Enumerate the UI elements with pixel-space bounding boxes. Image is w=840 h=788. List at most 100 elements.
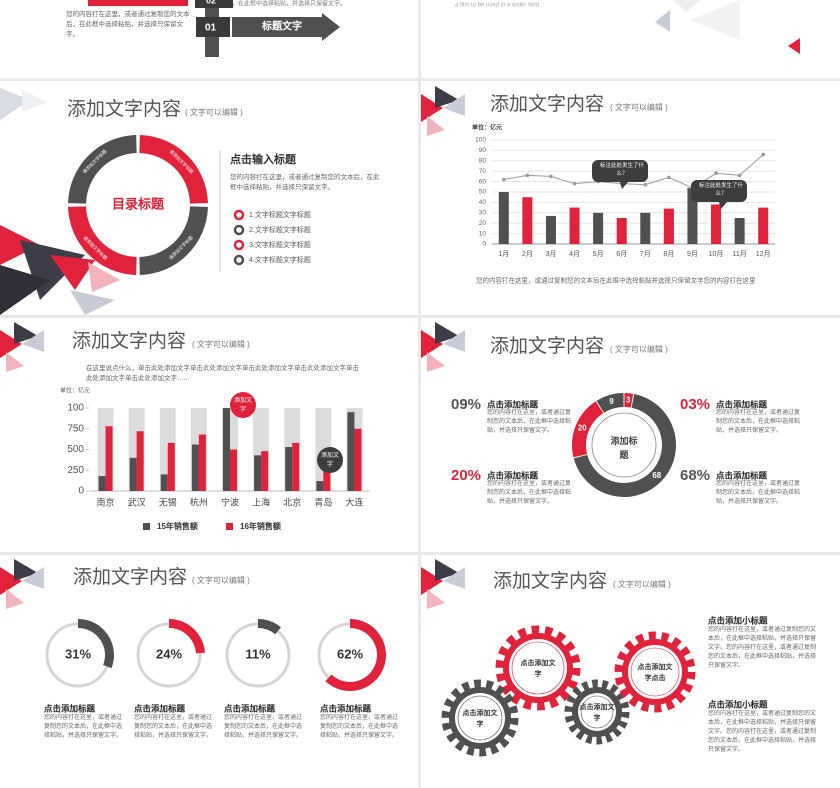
decor-triangle xyxy=(14,559,38,581)
segment-label: 3 xyxy=(626,395,631,404)
red-arrow xyxy=(88,0,188,6)
gear-teeth xyxy=(495,625,581,711)
decor-triangle xyxy=(22,90,48,112)
x-tick-label: 无锡 xyxy=(159,497,177,507)
heading: 点击输入标题 xyxy=(230,152,297,166)
gear-inner-ring xyxy=(511,641,565,695)
ring-value xyxy=(258,619,281,635)
bar xyxy=(160,474,168,491)
decor-triangle xyxy=(0,88,30,120)
heading: 点击添加小标题 xyxy=(708,699,768,709)
bar xyxy=(545,215,556,244)
y-tick-label: 20 xyxy=(479,220,487,227)
text-block-frame: 您的内容打在这里，或者通过复制您的文本后，在此框中选择粘贴，并选择只保留文字。 xyxy=(230,174,380,191)
decor-triangle xyxy=(0,330,22,358)
decor-triangle xyxy=(655,10,670,32)
heading: 点击添加小标题 xyxy=(708,615,768,625)
y-tick-label: 10 xyxy=(479,230,487,237)
center-title: 目录标题 xyxy=(112,196,165,211)
callout-text: 标注此处发生了什么？ xyxy=(599,163,644,178)
line-point xyxy=(572,181,577,186)
inner-ring xyxy=(591,412,657,478)
heading: 点击添加标题 xyxy=(716,470,768,480)
body-text: 您的内容打在这里，或者通过复制您的文本后，在此框中选择粘贴，并选择只保留文字。 xyxy=(487,481,572,505)
bar xyxy=(316,481,324,491)
percent-label: 03% xyxy=(680,396,710,413)
y-tick-label: 80 xyxy=(479,158,487,165)
decor-triangle xyxy=(788,38,800,54)
bar xyxy=(354,428,362,491)
line-point xyxy=(737,173,742,178)
ring-segment xyxy=(68,135,137,204)
text-block-frame: 添加标题 xyxy=(610,436,637,460)
bullet xyxy=(233,254,245,266)
text-block-frame: 标注此处发生了什么？ xyxy=(599,163,644,178)
text-block-frame: 您的内容打在这里，或者通过复制您的文本后，在此框中选择粘贴，并选择只保留文字。 xyxy=(134,715,213,739)
line-point xyxy=(525,173,530,178)
x-tick-label: 宁波 xyxy=(221,496,239,507)
decor-triangle xyxy=(70,290,115,315)
decor-triangle xyxy=(443,567,465,589)
heading: 点击添加标题 xyxy=(224,703,276,713)
percent-label: 68% xyxy=(680,467,710,484)
legend-swatch xyxy=(143,523,150,530)
decor-triangle xyxy=(50,255,95,290)
body-text: 您的内容打在这里，或者通过复制您的文本后，在此框中选择粘贴，并选择只保留文字。 xyxy=(44,715,123,739)
heading: 点击添加标题 xyxy=(320,703,372,713)
x-tick-label: 大连 xyxy=(345,496,363,507)
y-tick-label: 100 xyxy=(67,403,84,414)
slide-subtitle: ( 文字可以编辑 ) xyxy=(610,102,668,112)
gear-face xyxy=(509,639,567,697)
gear-label: 点击添加文字 xyxy=(520,660,556,678)
decor-triangle xyxy=(0,225,40,265)
slide-subtitle: ( 文字可以编辑 ) xyxy=(610,344,668,354)
text-block-frame: 您的内容打在这里，或者通过复制您的文本后，在此框中选择粘贴，并选择只保留文字。 xyxy=(66,11,190,38)
y-tick-label: 60 xyxy=(479,178,487,185)
decor-triangle xyxy=(22,567,44,589)
decor-triangle xyxy=(88,262,120,292)
y-tick-label: 250 xyxy=(67,465,84,476)
callout-text: 标注此处发生了什么？ xyxy=(698,183,743,198)
arrow xyxy=(232,13,340,41)
decor-triangle xyxy=(0,567,22,595)
slide-title: 添加文字内容 xyxy=(490,335,604,357)
donut-segment xyxy=(596,393,624,413)
body-text: 您的内容打在这里，或者通过复制您的文本后，在此框中选择粘贴，并选择只保留文字。 xyxy=(134,715,213,739)
list-item: 3.文字标题文字标题 xyxy=(249,240,311,249)
bar xyxy=(98,476,106,491)
x-tick-label: 上海 xyxy=(252,496,270,507)
gear-teeth xyxy=(614,631,696,713)
segment-label: 9 xyxy=(609,397,614,406)
y-tick-label: 30 xyxy=(479,210,487,217)
text-block-frame: 点击添加文字 xyxy=(520,660,556,678)
bar xyxy=(323,461,331,491)
decor-triangle xyxy=(22,330,44,352)
text-block-frame: 您的内容打在这里，或者通过复制您的文本后，在此框中选择粘贴，并选择只保留文字。 xyxy=(44,715,123,739)
body-text: 您的内容打在这里，或者通过复制您的文本后，在此框中选择粘贴，并选择只保留文字。您… xyxy=(708,711,817,753)
bullet xyxy=(233,239,245,251)
body-fragment: ，在此框中选择粘贴，并选择只保留文字。 xyxy=(232,0,346,8)
x-tick-label: 5月 xyxy=(593,250,604,258)
y-tick-label: 40 xyxy=(479,199,487,206)
bar xyxy=(292,442,300,491)
decor-triangle xyxy=(690,0,740,40)
ring-segment xyxy=(68,206,137,275)
line-point xyxy=(549,174,553,179)
bar xyxy=(191,444,199,491)
caption: a film to be used in a wider field xyxy=(455,3,539,9)
ring-segment xyxy=(139,206,208,275)
x-tick-label: 4月 xyxy=(569,250,580,258)
heading: 点击添加标题 xyxy=(487,470,539,480)
bar xyxy=(640,212,651,244)
text-block-frame: 点击添加文字点击 xyxy=(638,664,673,682)
bar xyxy=(593,212,604,244)
body-text: 您的内容打在这里，或者通过复制您的文本后，在此框中选择粘贴，并选择只保留文字。您… xyxy=(708,627,817,669)
x-tick-label: 北京 xyxy=(283,496,301,507)
x-tick-label: 7月 xyxy=(640,250,651,258)
ring-value xyxy=(169,619,205,654)
line-point xyxy=(643,182,648,187)
line-point xyxy=(667,175,671,180)
bar xyxy=(758,207,769,244)
bar xyxy=(569,207,580,244)
